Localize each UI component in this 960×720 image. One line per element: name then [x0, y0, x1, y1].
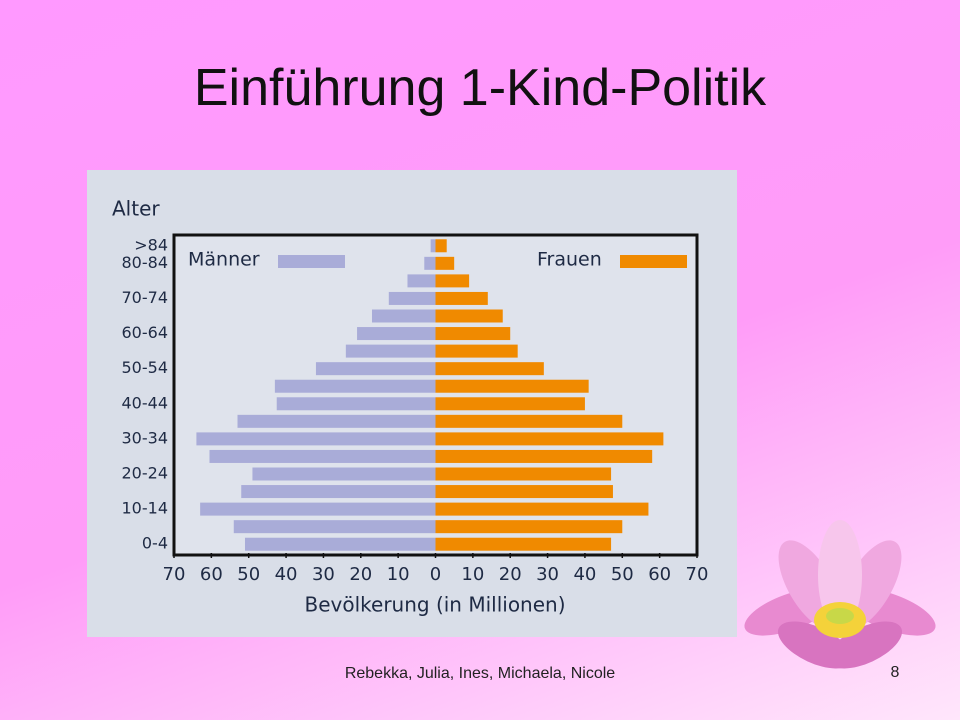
bar [244, 537, 436, 551]
bar [435, 291, 488, 305]
bar [276, 397, 436, 411]
legend-label: Frauen [537, 249, 602, 271]
y-axis-label: Alter [112, 197, 160, 221]
y-tick-label: 80-84 [122, 253, 169, 272]
bar [345, 344, 436, 358]
x-axis-label: Bevölkerung (in Millionen) [304, 593, 565, 617]
slide-title: Einführung 1-Kind-Politik [193, 59, 767, 117]
bar [252, 467, 436, 481]
bar [196, 432, 436, 446]
y-tick-label: 30-34 [122, 428, 169, 447]
bar [200, 502, 436, 516]
bar [435, 485, 613, 499]
y-tick-label: 50-54 [122, 358, 169, 377]
bar [237, 414, 436, 428]
bar [435, 362, 544, 376]
y-tick-label: 0-4 [142, 534, 168, 553]
bar [435, 327, 511, 341]
bar [388, 291, 436, 305]
page-number: 8 [890, 664, 900, 681]
bar [435, 520, 623, 534]
bar [435, 239, 447, 253]
x-tick-label: 30 [536, 564, 559, 585]
footer: Rebekka, Julia, Ines, Michaela, Nicole [344, 665, 616, 682]
x-tick-label: 10 [387, 564, 410, 585]
legend-label: Männer [188, 249, 260, 271]
bar [209, 449, 436, 463]
bar [407, 274, 436, 288]
y-tick-label: 70-74 [122, 288, 169, 307]
legend-swatch [278, 255, 345, 268]
x-tick-label: 30 [312, 564, 335, 585]
x-tick-label: 20 [499, 564, 522, 585]
x-tick-label: 60 [200, 564, 223, 585]
x-tick-label: 70 [686, 564, 709, 585]
x-tick-label: 40 [573, 564, 596, 585]
bar [435, 414, 623, 428]
x-tick-label: 0 [430, 564, 441, 585]
x-tick-label: 60 [648, 564, 671, 585]
bar [357, 327, 436, 341]
x-tick-label: 10 [461, 564, 484, 585]
bar [435, 309, 503, 323]
y-tick-label: 60-64 [122, 323, 169, 342]
x-tick-label: 20 [349, 564, 372, 585]
bar [430, 239, 436, 253]
x-tick-label: 40 [275, 564, 298, 585]
bar [435, 397, 585, 411]
y-tick-label: 20-24 [122, 464, 169, 483]
bar [435, 449, 653, 463]
y-tick-label: 40-44 [122, 393, 169, 412]
bar [435, 432, 664, 446]
x-tick-label: 50 [611, 564, 634, 585]
bar [315, 362, 436, 376]
bar [435, 467, 612, 481]
legend-swatch [620, 255, 687, 268]
y-tick-label: 10-14 [122, 499, 169, 518]
flower [744, 520, 936, 669]
bar [241, 485, 436, 499]
bar [435, 379, 589, 393]
x-tick-label: 50 [237, 564, 260, 585]
bar [435, 502, 649, 516]
y-tick-label: >84 [134, 235, 168, 254]
bar [274, 379, 436, 393]
bar [233, 520, 436, 534]
bar [371, 309, 436, 323]
x-tick-label: 70 [163, 564, 186, 585]
bar [435, 274, 470, 288]
bar [435, 256, 455, 270]
bar [424, 256, 436, 270]
bar [435, 537, 612, 551]
bar [435, 344, 518, 358]
